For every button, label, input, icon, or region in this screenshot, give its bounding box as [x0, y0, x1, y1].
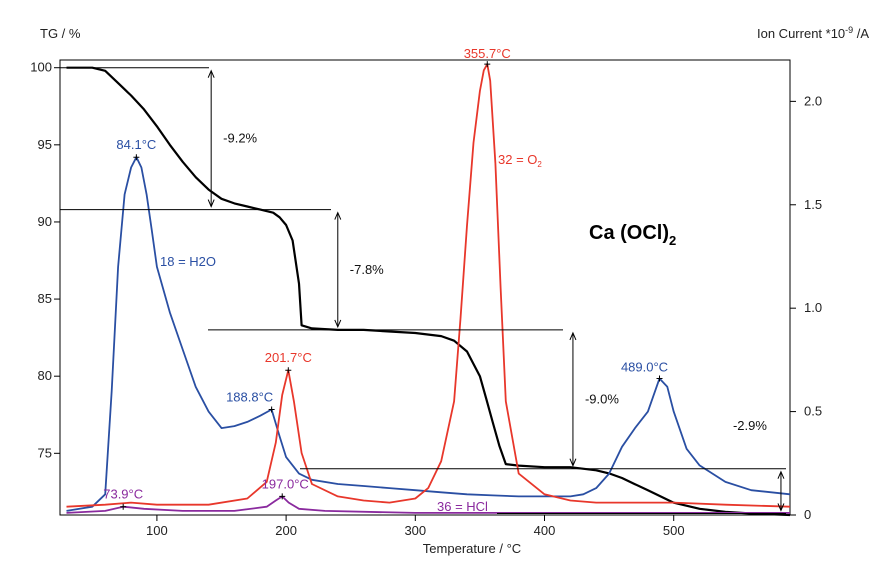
y-left-tick-label: 75	[38, 445, 52, 460]
peak-marker	[133, 154, 140, 161]
mass-loss-label: -9.0%	[585, 391, 619, 406]
series-label: 32 = O2	[498, 152, 542, 169]
peak-label: 489.0°C	[621, 360, 668, 375]
x-tick-label: 200	[275, 523, 297, 538]
peak-marker	[285, 367, 292, 374]
y-left-tick-label: 80	[38, 368, 52, 383]
mass-steps: -9.2% -7.8% -9.0% -2.9%	[60, 67, 786, 514]
peak-label: 355.7°C	[464, 46, 511, 61]
step-arrow-head-down	[569, 458, 577, 467]
y-axis-left-label: TG / %	[40, 26, 81, 41]
x-tick-label: 300	[404, 523, 426, 538]
y-right-tick-label: 0.5	[804, 404, 822, 419]
step-arrow-head-up	[207, 69, 215, 78]
series-label: 36 = HCl	[437, 499, 488, 514]
series-line-tg	[66, 66, 791, 517]
peak-marker	[656, 375, 663, 382]
y-right-tick-label: 2.0	[804, 93, 822, 108]
chart-title: Ca (OCl)2	[589, 222, 676, 248]
peak-labels: 84.1°C 188.8°C 489.0°C 201.7°C 355.7°C 73.9°C…	[103, 46, 668, 514]
step-arrow-head-down	[777, 503, 785, 512]
series-line-18-h2o	[66, 156, 791, 512]
series-layer	[66, 63, 791, 517]
y-left-tick-label: 95	[38, 137, 52, 152]
x-tick-label: 500	[663, 523, 685, 538]
series-label: 18 = H2O	[160, 254, 216, 269]
mass-loss-label: -2.9%	[733, 418, 767, 433]
series-line-36-hcl	[66, 495, 790, 514]
y-left-tick-label: 100	[30, 60, 52, 75]
peak-marker	[279, 493, 286, 500]
axes: 100 200 300 400 500 75 80 85 90 95 100 0 0.5 1.0 1.5 2.…	[30, 60, 822, 538]
step-arrow-head-up	[777, 470, 785, 479]
peak-marker	[268, 406, 275, 413]
peak-label: 73.9°C	[103, 487, 143, 502]
mass-loss-label: -7.8%	[350, 262, 384, 277]
plot-border	[59, 59, 791, 516]
x-tick-label: 100	[146, 523, 168, 538]
plot-area	[59, 59, 791, 516]
peak-label: 197.0°C	[262, 476, 309, 491]
peak-label: 84.1°C	[116, 137, 156, 152]
y-right-tick-label: 0	[804, 507, 811, 522]
y-left-tick-label: 85	[38, 291, 52, 306]
step-arrow-head-down	[207, 199, 215, 208]
peak-marker	[484, 61, 491, 68]
peak-marker	[120, 503, 127, 510]
y-right-tick-label: 1.5	[804, 197, 822, 212]
x-tick-label: 400	[534, 523, 556, 538]
x-axis-label: Temperature / °C	[423, 541, 521, 556]
series-line-32-o2	[66, 63, 791, 508]
step-arrow-head-up	[569, 331, 577, 341]
y-axis-right-label: Ion Current *10-9 /A	[757, 25, 869, 41]
mass-loss-label: -9.2%	[223, 131, 257, 146]
peak-label: 188.8°C	[226, 390, 273, 405]
y-right-tick-label: 1.0	[804, 300, 822, 315]
peak-label: 201.7°C	[265, 350, 312, 365]
step-arrow-head-up	[334, 211, 342, 220]
y-left-tick-label: 90	[38, 214, 52, 229]
step-arrow-head-down	[334, 319, 342, 329]
